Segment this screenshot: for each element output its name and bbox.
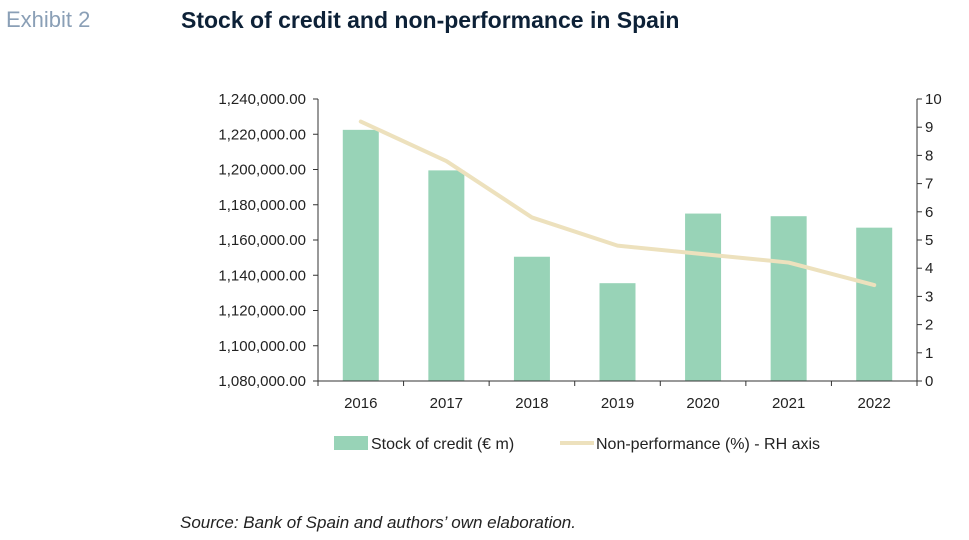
y-right-tick-label: 6 [925, 204, 933, 221]
y-left-tick-label: 1,160,000.00 [218, 232, 306, 249]
legend-line-label: Non-performance (%) - RH axis [596, 436, 820, 453]
chart-title: Stock of credit and non-performance in S… [181, 7, 680, 33]
y-left-tick-label: 1,180,000.00 [218, 197, 306, 214]
y-left-tick-label: 1,220,000.00 [218, 126, 306, 143]
legend-bar-label: Stock of credit (€ m) [371, 436, 514, 453]
y-right-tick-label: 5 [925, 232, 933, 249]
exhibit-label: Exhibit 2 [6, 7, 91, 32]
y-right-tick-label: 9 [925, 119, 933, 136]
source-note: Source: Bank of Spain and authors’ own e… [180, 513, 576, 532]
y-left-tick-label: 1,140,000.00 [218, 267, 306, 284]
x-tick-label: 2016 [344, 395, 377, 412]
bar-2016 [342, 129, 379, 381]
combo-chart: 1,080,000.00 1,100,000.00 1,120,000.00 1,14… [218, 91, 942, 453]
y-right-tick-label: 7 [925, 176, 933, 193]
x-tick-label: 2020 [686, 395, 719, 412]
bar-2019 [599, 283, 636, 381]
x-tick-label: 2018 [515, 395, 548, 412]
y-right-tick-label: 3 [925, 288, 933, 305]
y-right-tick-label: 8 [925, 147, 933, 164]
bar-2017 [428, 170, 465, 381]
y-left-tick-label: 1,120,000.00 [218, 303, 306, 320]
bar-2022 [856, 227, 893, 381]
x-tick-label: 2021 [772, 395, 805, 412]
y-right-tick-label: 0 [925, 373, 933, 390]
y-right-tick-label: 4 [925, 260, 933, 277]
y-right-tick-label: 10 [925, 91, 942, 108]
bar-2020 [685, 213, 722, 381]
bar-2021 [770, 216, 807, 381]
x-tick-label: 2017 [430, 395, 463, 412]
y-left-tick-label: 1,100,000.00 [218, 338, 306, 355]
x-tick-label: 2022 [858, 395, 891, 412]
y-left-tick-label: 1,200,000.00 [218, 162, 306, 179]
legend-bar-swatch [334, 436, 368, 450]
y-left-tick-label: 1,240,000.00 [218, 91, 306, 108]
x-tick-label: 2019 [601, 395, 634, 412]
y-left-tick-label: 1,080,000.00 [218, 373, 306, 390]
y-right-tick-label: 1 [925, 345, 933, 362]
y-right-tick-label: 2 [925, 317, 933, 334]
bar-2018 [513, 256, 550, 381]
